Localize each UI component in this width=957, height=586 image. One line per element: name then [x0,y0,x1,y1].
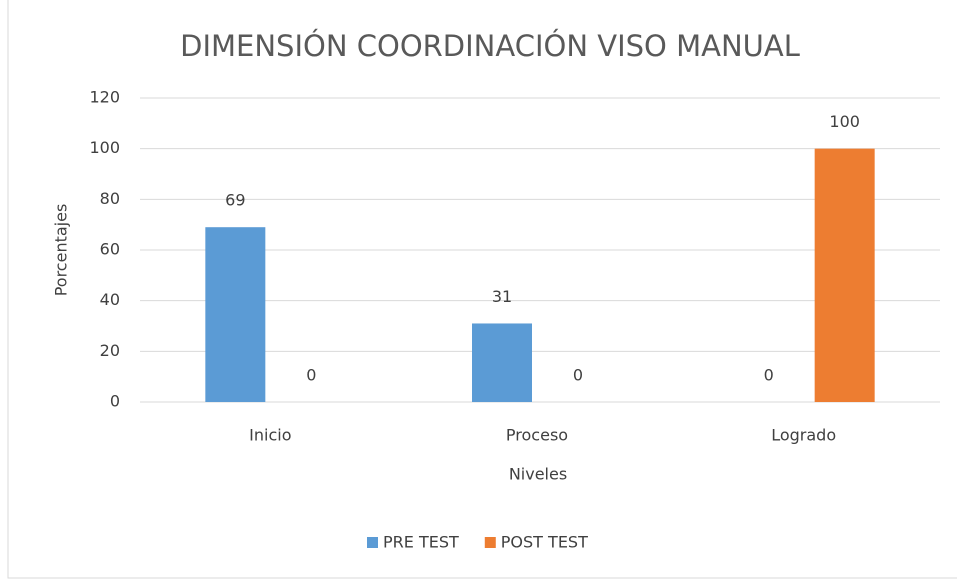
y-tick-label: 20 [100,341,120,360]
x-tick-label: Proceso [506,426,568,445]
data-label: 0 [306,366,316,385]
x-axis-label: Niveles [509,465,567,484]
y-tick-label: 40 [100,290,120,309]
chart-border [7,0,957,579]
y-tick-label: 120 [89,88,120,107]
bar [205,227,266,402]
data-label: 69 [225,191,245,210]
y-tick-label: 80 [100,189,120,208]
chart-title: DIMENSIÓN COORDINACIÓN VISO MANUAL [180,29,800,63]
x-tick-label: Inicio [249,426,291,445]
bar [814,148,875,402]
legend-swatch [367,537,378,548]
x-tick-label: Logrado [771,426,836,445]
data-label: 0 [764,366,774,385]
y-tick-label: 100 [89,138,120,157]
data-label: 31 [492,287,512,306]
legend-label: POST TEST [501,533,588,552]
legend-swatch [484,537,496,548]
data-label: 100 [829,112,860,131]
y-axis-label: Porcentajes [52,204,71,297]
y-tick-label: 60 [100,240,120,259]
y-tick-label: 0 [110,392,120,411]
legend-label: PRE TEST [383,533,459,552]
data-label: 0 [573,366,583,385]
bar [472,323,532,402]
